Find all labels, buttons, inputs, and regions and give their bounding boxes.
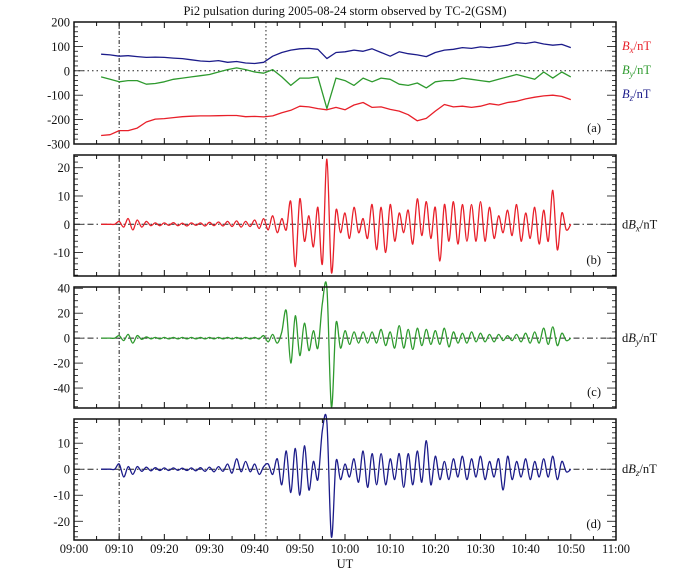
series-dBx (101, 158, 572, 274)
legend-label-Bx: dBx/nT (622, 217, 658, 233)
y-tick-label: 10 (58, 437, 71, 451)
series-By (100, 67, 572, 110)
legend-variable: B (622, 87, 630, 101)
x-axis-label: UT (337, 557, 354, 571)
panel-frame (73, 418, 617, 541)
legend-label-Bx: Bx/nT (622, 39, 651, 55)
legend-unit: /nT (634, 63, 652, 77)
legend-subscript: x (629, 45, 634, 55)
legend-unit: /nT (640, 217, 658, 231)
panel-frame (73, 154, 617, 277)
y-tick-label: -10 (53, 246, 70, 260)
y-tick-label: -100 (47, 89, 70, 103)
y-tick-label: -10 (53, 489, 70, 503)
panel-d: 10 0 -10 -20 (d) dBz/nT (53, 413, 657, 541)
x-tick-label: 11:00 (602, 542, 630, 556)
x-tick-label: 09:40 (240, 542, 268, 556)
y-tick-label: -40 (53, 382, 70, 396)
y-tick-label: 200 (51, 16, 70, 30)
series-Bz (101, 41, 572, 65)
panel-label: (a) (587, 121, 601, 135)
panel-label: (b) (586, 253, 601, 267)
legend-unit: /nT (640, 331, 658, 345)
legend-label-Bz: Bz/nT (622, 87, 651, 103)
legend-subscript: y (635, 337, 640, 347)
legend-subscript: x (635, 223, 640, 233)
legend-prefix: d (622, 217, 629, 231)
legend-subscript: z (635, 468, 640, 478)
y-tick-label: 0 (64, 463, 70, 477)
y-tick-label: 40 (58, 282, 71, 296)
x-tick-labels: 09:00 09:10 09:20 09:30 09:40 09:50 10:00 10:10… (60, 542, 630, 556)
legend-unit: /nT (633, 87, 651, 101)
y-tick-label: 20 (58, 307, 71, 321)
legend-unit: /nT (634, 39, 652, 53)
y-tick-label: -200 (47, 113, 70, 127)
series-dBy (101, 281, 572, 408)
x-tick-label: 10:30 (466, 542, 494, 556)
series-dBz (101, 413, 572, 538)
x-tick-label: 10:10 (376, 542, 404, 556)
y-tick-label: 0 (64, 218, 70, 232)
y-tick-label: 100 (51, 40, 70, 54)
y-tick-label: -20 (53, 357, 70, 371)
panel-frame (73, 286, 617, 409)
legend-label-Bz: dBz/nT (622, 462, 657, 478)
legend-subscript: z (629, 93, 634, 103)
panel-c: 40 20 0 -20 -40 (c) dBy/nT (53, 281, 658, 409)
x-tick-label: 09:00 (60, 542, 88, 556)
legend-variable: B (622, 39, 630, 53)
series-Bx (101, 94, 572, 137)
y-tick-label: -20 (53, 515, 70, 529)
legend-prefix: d (622, 331, 629, 345)
legend-subscript: y (629, 69, 634, 79)
x-tick-label: 09:10 (105, 542, 133, 556)
x-tick-label: 09:50 (286, 542, 314, 556)
legend-variable: B (622, 63, 630, 77)
panels: 2001000-100-200-300(a)Bx/nTBy/nTBz/nT201… (47, 16, 658, 541)
legend-label-By: By/nT (622, 63, 651, 79)
panel-label: (c) (587, 385, 601, 399)
y-tick-label: 20 (58, 161, 71, 175)
x-tick-label: 10:00 (331, 542, 359, 556)
chart-title: Pi2 pulsation during 2005-08-24 storm ob… (183, 4, 506, 18)
y-tick-label: 0 (64, 332, 70, 346)
x-tick-label: 10:40 (511, 542, 539, 556)
y-tick-label: 10 (58, 189, 71, 203)
x-tick-label: 09:20 (150, 542, 178, 556)
legend-variable: B (628, 331, 636, 345)
legend-variable: B (628, 462, 636, 476)
legend-variable: B (628, 217, 636, 231)
legend-label-By: dBy/nT (622, 331, 658, 347)
legend-prefix: d (622, 462, 629, 476)
panel-b: 20 10 0 -10 (b) dBx/nT (53, 154, 658, 277)
panel-label: (d) (586, 517, 601, 531)
y-tick-label: -300 (47, 138, 70, 152)
y-tick-label: 0 (64, 64, 70, 78)
x-tick-label: 09:30 (195, 542, 223, 556)
legend-unit: /nT (639, 462, 657, 476)
x-tick-label: 10:50 (557, 542, 585, 556)
x-tick-label: 10:20 (421, 542, 449, 556)
